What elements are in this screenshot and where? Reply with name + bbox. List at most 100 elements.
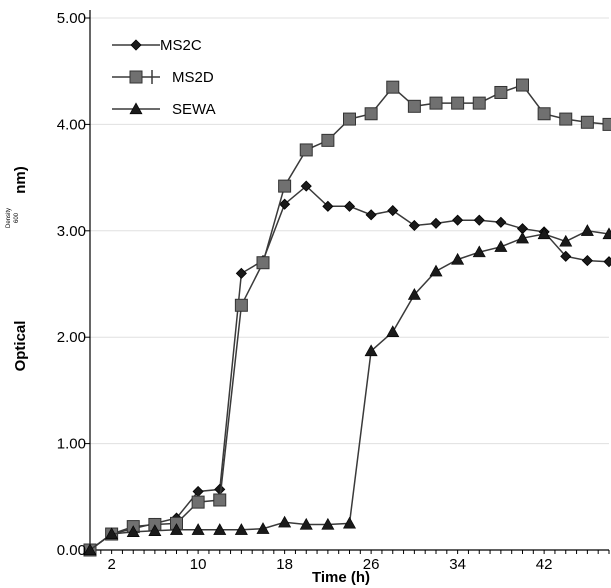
data-point	[299, 143, 313, 157]
data-point	[321, 133, 335, 147]
data-point	[213, 493, 227, 507]
x-tick-label: 18	[276, 556, 293, 573]
data-point	[387, 205, 399, 217]
legend-marker	[129, 70, 143, 84]
data-point	[429, 96, 443, 110]
y-axis-title-600: 600	[14, 212, 20, 223]
data-point	[234, 298, 248, 312]
series-layer	[83, 78, 611, 557]
data-point	[452, 214, 464, 226]
data-point	[234, 523, 248, 535]
data-point	[279, 198, 291, 210]
axes	[85, 10, 610, 554]
y-axis-title-unit: nm)	[12, 166, 29, 194]
data-point	[494, 240, 508, 252]
data-point	[126, 525, 140, 538]
data-point	[581, 255, 593, 267]
data-point	[472, 245, 486, 258]
data-point	[516, 78, 529, 92]
series-line	[89, 84, 610, 551]
data-point	[602, 117, 611, 131]
data-point	[407, 99, 421, 113]
data-point	[386, 80, 400, 94]
data-point	[105, 527, 119, 540]
data-point	[169, 523, 184, 535]
y-tick-label: 1.00	[57, 436, 86, 453]
data-point	[559, 234, 573, 247]
y-axis-title-density: Density	[6, 208, 12, 228]
data-point	[495, 216, 507, 228]
data-point	[256, 522, 270, 534]
gridlines	[90, 17, 609, 445]
series-ms2d	[83, 78, 611, 557]
data-point	[451, 96, 465, 110]
data-point	[494, 85, 508, 99]
data-point	[537, 107, 551, 121]
data-point	[408, 219, 420, 232]
legend-label: MS2D	[172, 69, 214, 86]
data-point	[213, 523, 227, 535]
series-ms2c	[84, 180, 611, 556]
data-point	[191, 523, 205, 535]
data-point	[364, 344, 378, 357]
x-tick-label: 34	[449, 556, 466, 573]
series-sewa	[83, 224, 611, 556]
data-point	[343, 112, 356, 126]
data-point	[214, 483, 226, 495]
data-point	[343, 200, 356, 212]
data-point	[256, 256, 270, 270]
data-point	[365, 209, 377, 221]
data-point	[322, 200, 334, 212]
data-point	[559, 112, 573, 126]
data-point	[451, 252, 465, 265]
data-point	[278, 179, 292, 193]
y-tick-label: 2.00	[57, 329, 86, 346]
data-point	[602, 227, 611, 240]
y-tick-label: 5.00	[57, 10, 86, 27]
legend-item-ms2c: MS2C	[112, 37, 202, 54]
data-point	[429, 264, 443, 277]
legend-item-ms2d: MS2D	[112, 69, 214, 86]
data-point	[515, 231, 530, 244]
data-point	[191, 495, 205, 509]
data-point	[321, 517, 335, 530]
x-tick-label: 2	[107, 556, 115, 573]
x-axis-title: Time (h)	[312, 569, 370, 586]
series-line	[89, 185, 610, 551]
y-tick-label: 4.00	[57, 116, 86, 133]
data-point	[364, 107, 378, 121]
data-point	[83, 543, 97, 556]
data-point	[603, 256, 611, 268]
legend-label: MS2C	[160, 37, 202, 54]
y-tick-label: 3.00	[57, 223, 86, 240]
series-line	[89, 230, 610, 551]
data-point	[560, 250, 572, 262]
data-point	[537, 227, 551, 240]
x-tick-label: 42	[536, 556, 553, 573]
tick-labels: 0.00 1.00 2.00 3.00 4.00 5.00 2 10 18 26 34 42	[57, 10, 553, 573]
legend-marker	[130, 39, 142, 51]
data-point	[342, 516, 357, 529]
legend: MS2C MS2D SEWA	[112, 37, 216, 118]
data-point	[580, 224, 594, 236]
x-tick-label: 26	[363, 556, 380, 573]
data-point	[472, 96, 486, 110]
legend-label: SEWA	[172, 101, 216, 118]
data-point	[580, 115, 594, 129]
legend-marker	[129, 102, 143, 115]
data-point	[235, 267, 247, 279]
y-axis-title-main: Optical	[12, 321, 29, 372]
data-point	[407, 288, 421, 300]
data-point	[300, 180, 312, 192]
data-point	[430, 217, 442, 229]
x-tick-label: 10	[190, 556, 207, 573]
data-point	[473, 214, 485, 226]
legend-item-sewa: SEWA	[112, 101, 216, 118]
data-point	[299, 517, 313, 530]
y-axis-title: Optical Density 600 nm)	[6, 166, 29, 371]
y-tick-label: 0.00	[57, 542, 86, 559]
data-point	[386, 325, 400, 337]
data-point	[278, 515, 292, 528]
data-point	[148, 524, 162, 536]
